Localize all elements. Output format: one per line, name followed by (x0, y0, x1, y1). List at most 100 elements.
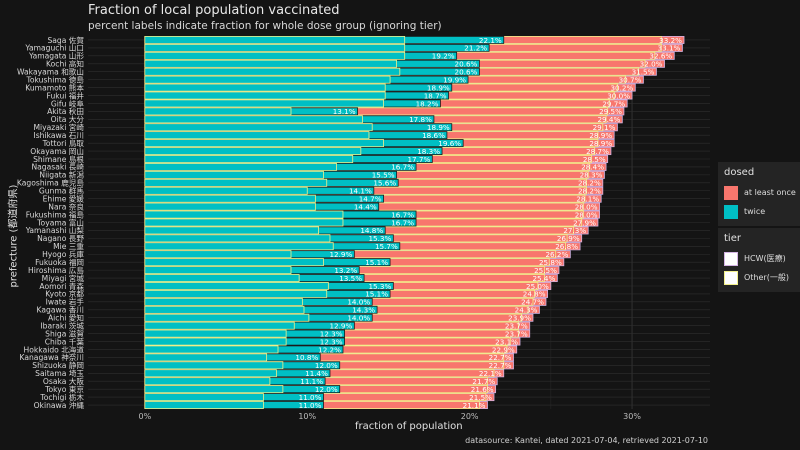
legend-label-twice: twice (744, 207, 766, 216)
y-tick-label: Shizuoka 静岡 (32, 360, 84, 370)
bar-twice-other (144, 210, 344, 219)
bar-twice-other (144, 282, 329, 290)
y-tick-label: Fukuoka 福岡 (35, 258, 84, 267)
data-label-twice: 17.7% (407, 155, 430, 164)
legend-swatch-other (724, 270, 738, 285)
data-label-twice: 14.7% (359, 194, 382, 203)
bar-twice-other (144, 361, 284, 370)
data-label-twice: 22.1% (479, 36, 502, 45)
data-label-at-least-once: 30.2% (610, 83, 633, 92)
data-label-at-least-once: 28.5% (583, 155, 606, 164)
data-label-twice: 19.2% (432, 52, 455, 61)
bar-twice-other (144, 147, 362, 156)
data-label-at-least-once: 26.8% (555, 242, 578, 251)
data-label-at-least-once: 22.9% (492, 345, 515, 354)
y-tick-label: Niigata 新潟 (39, 170, 84, 180)
data-label-twice: 14.8% (360, 226, 383, 235)
data-label-at-least-once: 28.9% (589, 131, 612, 140)
x-tick-label: 20% (461, 412, 479, 421)
legend-item-other: Other(一般) (724, 268, 800, 287)
data-label-twice: 18.6% (422, 131, 445, 140)
data-label-twice: 15.6% (373, 179, 396, 188)
data-label-twice: 12.0% (315, 361, 338, 370)
data-label-twice: 12.9% (329, 321, 352, 330)
data-label-at-least-once: 25.4% (532, 274, 555, 283)
data-label-twice: 20.6% (455, 60, 478, 69)
bar-twice-other (144, 385, 284, 394)
y-tick-label: Okinawa 沖縄 (34, 400, 85, 410)
data-label-twice: 15.3% (368, 282, 391, 291)
data-label-twice: 18.2% (416, 99, 439, 108)
y-tick-label: Ibaraki 茨城 (40, 320, 84, 330)
y-tick-label: Gunma 群馬 (39, 186, 85, 196)
data-label-twice: 18.3% (417, 147, 440, 156)
legend-dosed-title: dosed (724, 167, 755, 178)
bar-twice-other (144, 321, 295, 330)
data-label-twice: 15.1% (365, 290, 388, 299)
data-label-at-least-once: 22.7% (489, 361, 512, 370)
data-label-at-least-once: 25.0% (526, 282, 549, 291)
y-tick-label: Yamanashi 山梨 (25, 225, 85, 235)
data-label-at-least-once: 25.8% (539, 258, 562, 267)
data-label-at-least-once: 27.9% (573, 218, 596, 227)
data-label-twice: 13.1% (333, 107, 356, 116)
y-tick-label: Gifu 岐阜 (51, 98, 84, 108)
data-label-twice: 12.3% (320, 329, 343, 338)
y-tick-label: Wakayama 和歌山 (17, 67, 84, 77)
data-label-at-least-once: 28.0% (575, 202, 598, 211)
bar-twice-other (144, 107, 292, 116)
y-tick-label: Hokkaido 北海道 (24, 344, 85, 354)
bar-twice-other (144, 51, 406, 60)
data-label-twice: 12.3% (320, 337, 343, 346)
y-tick-label: Tochigi 栃木 (39, 392, 84, 402)
x-tick-label: 10% (298, 412, 316, 421)
data-label-at-least-once: 21.5% (469, 393, 492, 402)
data-label-twice: 14.4% (354, 202, 377, 211)
data-label-at-least-once: 22.1% (479, 369, 502, 378)
legend-label-other: Other(一般) (744, 273, 789, 282)
bar-twice-other (144, 369, 277, 378)
data-label-twice: 17.8% (409, 115, 432, 124)
data-label-at-least-once: 28.2% (578, 187, 601, 196)
y-tick-label: Ehime 愛媛 (43, 193, 85, 203)
bar-twice-other (144, 75, 391, 84)
data-label-at-least-once: 26.9% (557, 234, 580, 243)
data-label-twice: 15.1% (365, 258, 388, 267)
legend-swatch-twice (724, 204, 738, 219)
bar-twice-other (144, 155, 354, 163)
y-tick-label: Osaka 大阪 (43, 376, 85, 386)
data-label-at-least-once: 22.7% (489, 353, 512, 362)
data-label-twice: 13.5% (339, 274, 362, 283)
bar-twice-other (144, 67, 401, 76)
bar-twice-other (144, 345, 279, 354)
y-tick-label: Saga 佐賀 (47, 35, 84, 45)
bar-twice-other (144, 35, 406, 44)
legend-item-twice: twice (724, 202, 800, 221)
data-label-twice: 13.2% (334, 266, 357, 275)
data-label-at-least-once: 33.2% (659, 36, 682, 45)
data-label-at-least-once: 23.9% (508, 314, 531, 323)
y-tick-label: Kagoshima 鹿児島 (17, 178, 84, 188)
y-tick-label: Miyagi 宮城 (42, 273, 85, 283)
data-label-at-least-once: 32.6% (649, 52, 672, 61)
legend-tier: tier HCW(医療) Other(一般) (718, 228, 800, 292)
y-tick-label: Nara 奈良 (48, 201, 84, 211)
y-tick-label: Aomori 青森 (39, 281, 84, 291)
legend-dosed: dosed at least once twice (718, 162, 800, 226)
y-tick-label: Toyama 富山 (36, 217, 84, 227)
y-tick-label: Hyogo 兵庫 (42, 249, 84, 259)
data-label-at-least-once: 24.8% (523, 290, 546, 299)
data-label-at-least-once: 23.1% (495, 337, 518, 346)
data-label-twice: 11.4% (305, 369, 328, 378)
data-label-at-least-once: 21.1% (463, 401, 486, 410)
data-label-at-least-once: 23.7% (505, 329, 528, 338)
data-label-twice: 12.0% (315, 385, 338, 394)
data-label-twice: 15.5% (372, 171, 395, 180)
bar-twice-other (144, 43, 406, 52)
data-label-at-least-once: 28.3% (580, 171, 603, 180)
y-tick-label: Nagasaki 長崎 (31, 162, 84, 172)
legend-label-at-least-once: at least once (744, 188, 796, 197)
y-tick-label: Chiba 千葉 (45, 336, 85, 346)
bar-twice-other (144, 178, 328, 187)
